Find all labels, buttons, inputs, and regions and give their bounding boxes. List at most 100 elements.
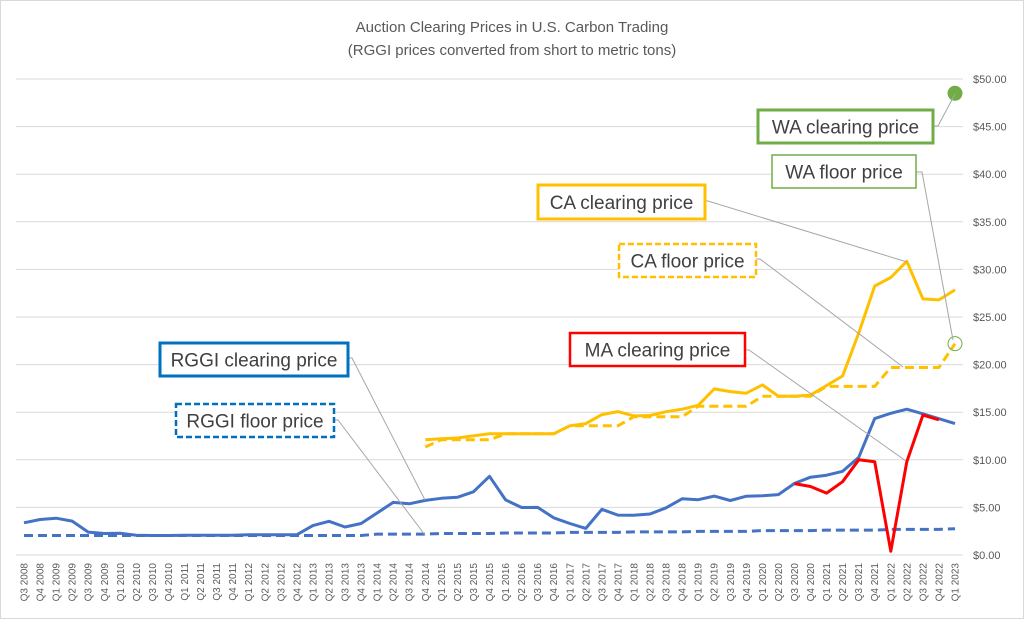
x-tick-label: Q3 2016 — [533, 563, 544, 602]
x-tick-label: Q4 2015 — [485, 563, 496, 602]
y-tick-label: $45.00 — [973, 122, 1007, 134]
callout-labels: WA clearing price WA floor price CA cleari… — [158, 93, 956, 536]
rggi-floor-price-callout-box — [174, 402, 336, 439]
x-tick-label: Q4 2009 — [100, 563, 111, 602]
rggi-clearing-price-line — [23, 407, 956, 537]
rggi-clearing-price-callout-box — [158, 341, 350, 378]
rggi-clearing-price-leader-line — [348, 357, 426, 501]
ca-floor-price-line — [424, 342, 957, 449]
x-axis-ticks: Q3 2008 Q4 2008 Q1 2009 Q2 2009 Q3 2009 Q4 20… — [20, 563, 962, 602]
y-tick-label: $0.00 — [973, 550, 1001, 562]
x-tick-label: Q4 2008 — [36, 563, 47, 602]
x-tick-label: Q4 2017 — [613, 563, 624, 602]
x-tick-label: Q4 2013 — [357, 563, 368, 602]
x-tick-label: Q3 2010 — [148, 563, 159, 602]
x-tick-label: Q1 2011 — [180, 563, 191, 601]
y-tick-label: $15.00 — [973, 407, 1007, 419]
x-tick-label: Q2 2022 — [902, 563, 913, 602]
wa-floor-price-callout-box — [771, 154, 917, 189]
x-tick-label: Q1 2009 — [52, 563, 63, 602]
ca-clearing-price-callout-label: CA clearing price — [550, 193, 694, 214]
ca-floor-price-leader-line — [756, 258, 904, 368]
x-tick-label: Q2 2020 — [774, 563, 785, 602]
y-tick-label: $30.00 — [973, 264, 1007, 276]
wa-floor-price-point — [947, 336, 963, 352]
rggi-floor-price-leader-line — [334, 419, 426, 536]
y-tick-label: $5.00 — [973, 502, 1001, 514]
x-tick-label: Q1 2013 — [308, 563, 319, 602]
x-tick-label: Q4 2016 — [549, 563, 560, 602]
x-tick-label: Q1 2021 — [822, 563, 833, 602]
x-tick-label: Q3 2009 — [84, 563, 95, 602]
ma-clearing-price-leader-line — [745, 349, 907, 462]
x-tick-label: Q2 2015 — [453, 563, 464, 602]
wa-floor-price-callout-label: WA floor price — [785, 163, 903, 184]
x-tick-label: Q3 2012 — [276, 563, 287, 602]
x-tick-label: Q1 2012 — [244, 563, 255, 602]
x-tick-label: Q4 2012 — [292, 563, 303, 602]
x-tick-label: Q4 2022 — [934, 563, 945, 602]
rggi-floor-price-line — [24, 527, 956, 537]
wa-clearing-price-point — [947, 85, 963, 101]
y-tick-label: $50.00 — [973, 74, 1007, 86]
x-tick-label: Q4 2019 — [742, 563, 753, 602]
x-tick-label: Q3 2022 — [918, 563, 929, 602]
x-tick-label: Q4 2018 — [678, 563, 689, 602]
x-tick-label: Q2 2014 — [389, 563, 400, 602]
y-tick-label: $20.00 — [973, 360, 1007, 372]
x-tick-label: Q1 2019 — [694, 563, 705, 602]
x-tick-label: Q1 2023 — [951, 563, 962, 602]
x-tick-label: Q2 2010 — [132, 563, 143, 602]
ca-floor-price-callout-box — [617, 242, 758, 279]
x-tick-label: Q3 2013 — [341, 563, 352, 602]
wa-floor-price-leader-line — [916, 171, 954, 341]
y-tick-label: $40.00 — [973, 169, 1007, 181]
x-tick-label: Q3 2008 — [20, 563, 31, 602]
x-tick-label: Q4 2014 — [421, 563, 432, 602]
x-tick-label: Q1 2014 — [373, 563, 384, 602]
x-tick-label: Q2 2012 — [260, 563, 271, 602]
ma-clearing-price-callout-label: MA clearing price — [585, 341, 731, 362]
x-tick-label: Q4 2010 — [164, 563, 175, 602]
x-tick-label: Q3 2011 — [212, 563, 223, 601]
x-tick-label: Q3 2018 — [662, 563, 673, 602]
x-tick-label: Q4 2011 — [228, 563, 239, 601]
x-tick-label: Q1 2017 — [565, 563, 576, 602]
x-tick-label: Q1 2022 — [886, 563, 897, 602]
x-tick-label: Q2 2021 — [838, 563, 849, 602]
series-group — [23, 85, 963, 553]
wa-clearing-price-leader-line — [933, 93, 956, 127]
ca-clearing-price-callout-box — [536, 183, 707, 221]
y-tick-label: $35.00 — [973, 217, 1007, 229]
x-tick-label: Q3 2020 — [790, 563, 801, 602]
x-tick-label: Q2 2017 — [581, 563, 592, 602]
x-tick-label: Q1 2020 — [758, 563, 769, 602]
x-tick-label: Q2 2018 — [646, 563, 657, 602]
y-tick-label: $10.00 — [973, 455, 1007, 467]
wa-clearing-price-callout-label: WA clearing price — [772, 118, 919, 139]
x-tick-label: Q3 2019 — [726, 563, 737, 602]
chart-title: Auction Clearing Prices in U.S. Carbon T… — [356, 19, 669, 36]
x-tick-label: Q3 2017 — [597, 563, 608, 602]
x-tick-label: Q4 2021 — [870, 563, 881, 602]
y-axis-ticks: $0.00 $5.00 $10.00 $15.00 $20.00 $25.00 $30.00… — [973, 74, 1007, 562]
x-tick-label: Q1 2010 — [116, 563, 127, 602]
x-tick-label: Q3 2021 — [854, 563, 865, 602]
x-tick-label: Q1 2018 — [629, 563, 640, 602]
chart-subtitle: (RGGI prices converted from short to met… — [348, 42, 676, 59]
gridlines — [16, 78, 963, 556]
ma-clearing-price-callout-box — [568, 331, 747, 368]
x-tick-label: Q2 2009 — [68, 563, 79, 602]
x-tick-label: Q2 2019 — [710, 563, 721, 602]
x-tick-label: Q4 2020 — [806, 563, 817, 602]
x-tick-label: Q1 2015 — [437, 563, 448, 602]
x-tick-label: Q3 2015 — [469, 563, 480, 602]
ca-floor-price-callout-label: CA floor price — [630, 252, 744, 273]
x-tick-label: Q2 2013 — [324, 563, 335, 602]
ma-clearing-price-line — [794, 413, 940, 553]
x-tick-label: Q3 2014 — [405, 563, 416, 602]
rggi-clearing-price-callout-label: RGGI clearing price — [171, 351, 338, 372]
y-tick-label: $25.00 — [973, 312, 1007, 324]
x-tick-label: Q2 2016 — [517, 563, 528, 602]
